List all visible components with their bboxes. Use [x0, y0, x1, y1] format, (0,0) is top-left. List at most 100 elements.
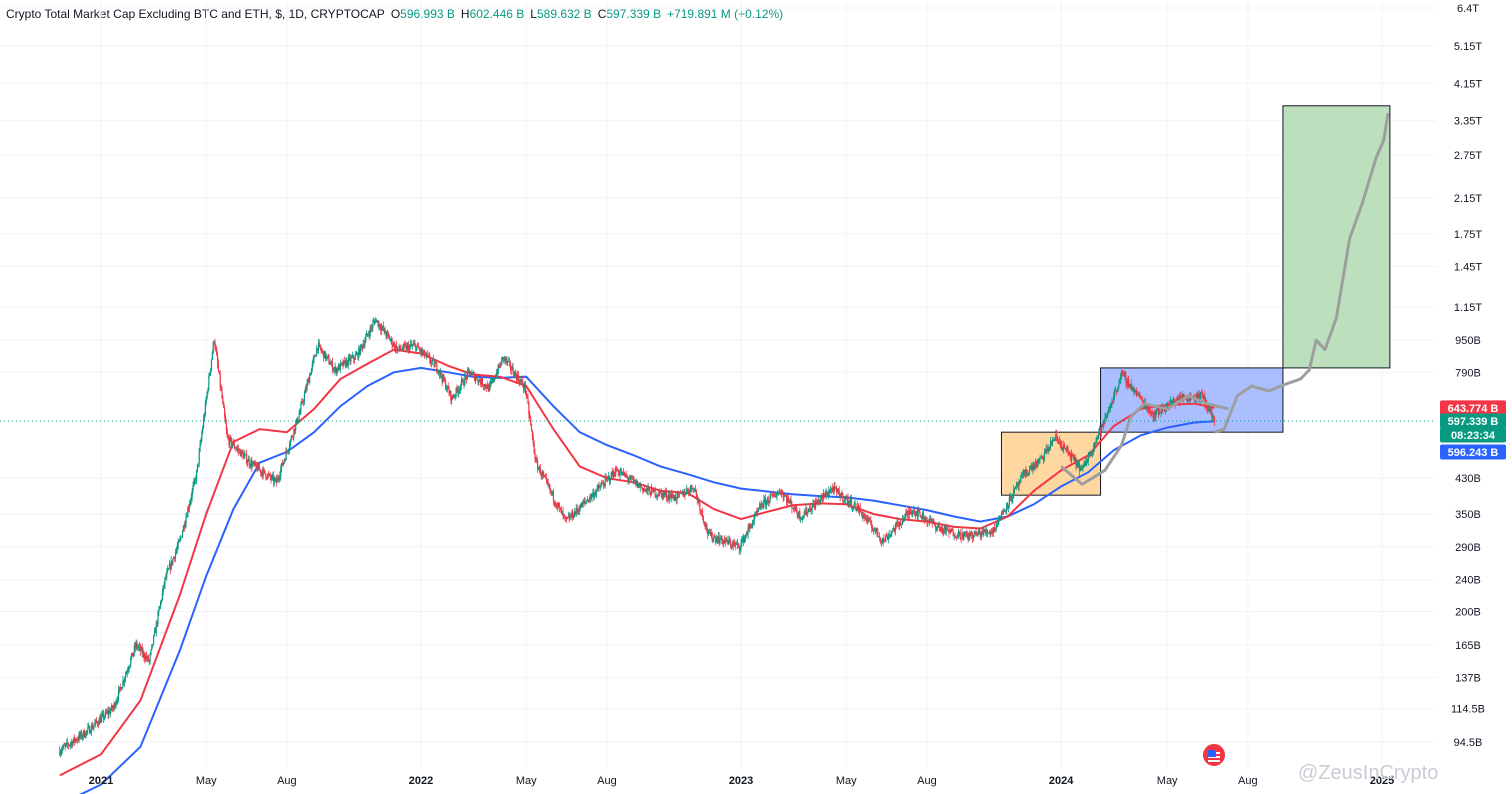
candle-body: [955, 537, 957, 538]
candle-body: [532, 436, 534, 443]
candle-body: [1158, 411, 1160, 415]
candle-body: [402, 344, 405, 349]
candle-body: [202, 427, 204, 434]
candle-body: [1005, 510, 1007, 512]
chart-grid: [0, 0, 1436, 770]
candle-body: [767, 498, 769, 503]
candle-body: [1124, 375, 1126, 377]
candle-body: [1019, 482, 1021, 484]
candle-body: [140, 647, 142, 652]
candle-body: [916, 511, 918, 517]
candle-body: [164, 577, 166, 586]
watermark-text: @ZeusInCrypto: [1298, 762, 1439, 784]
candle-body: [391, 338, 393, 346]
candle-body: [228, 438, 230, 445]
candle-body: [512, 367, 514, 374]
candle-body: [1140, 395, 1142, 399]
candle-body: [528, 403, 530, 415]
candle-body: [821, 494, 823, 497]
candle-body: [808, 508, 811, 510]
candle-body: [181, 531, 184, 538]
candle-body: [883, 538, 885, 541]
candle-body: [598, 486, 600, 488]
candle-body: [753, 515, 755, 522]
candle-body: [297, 419, 299, 423]
candle-body: [401, 349, 403, 351]
candle-body: [305, 388, 307, 390]
candle-body: [504, 356, 506, 361]
candle-body: [885, 535, 887, 542]
x-tick-label: May: [1157, 775, 1178, 787]
candle-body: [1070, 455, 1072, 461]
candle-body: [412, 344, 414, 346]
candle-body: [1083, 463, 1085, 467]
candle-body: [601, 483, 604, 485]
candle-body: [334, 367, 336, 369]
candle-body: [588, 498, 590, 502]
candle-body: [417, 345, 420, 349]
candle-body: [996, 523, 998, 525]
candle-body: [433, 359, 435, 367]
candle-body: [622, 472, 624, 476]
candle-body: [317, 343, 320, 351]
candle-body: [442, 375, 444, 382]
candle-body: [275, 478, 277, 483]
candle-body: [971, 534, 974, 539]
candle-body: [96, 720, 98, 723]
candle-body: [703, 521, 705, 525]
candle-body: [97, 724, 99, 726]
candle-body: [709, 532, 711, 536]
candle-body: [1135, 390, 1138, 396]
candle-body: [584, 500, 586, 502]
candle-body: [306, 382, 308, 390]
candle-body: [1081, 468, 1083, 470]
candle-body: [241, 450, 243, 453]
candle-body: [67, 744, 70, 746]
us-flag-icon[interactable]: [1203, 744, 1225, 766]
candle-body: [1108, 409, 1110, 411]
candle-body: [718, 536, 720, 544]
candle-body: [118, 687, 121, 690]
y-tick-label: 165B: [1455, 640, 1481, 652]
candle-body: [361, 345, 363, 349]
candle-body: [291, 436, 293, 438]
candle-body: [125, 672, 128, 675]
candle-body: [1028, 468, 1031, 474]
candle-body: [266, 477, 268, 479]
candle-body: [856, 509, 858, 511]
candle-body: [737, 543, 740, 546]
candle-body: [170, 560, 172, 570]
candle-body: [659, 491, 661, 493]
candle-body: [262, 469, 264, 476]
candle-body: [583, 500, 585, 504]
candle-body: [943, 529, 945, 534]
candle-body: [1127, 378, 1129, 386]
candle-body: [630, 476, 633, 478]
candle-body: [806, 508, 808, 514]
candle-body: [772, 493, 774, 496]
candle-body: [130, 658, 132, 665]
candle-body: [338, 364, 340, 371]
candle-body: [494, 378, 496, 381]
candle-body: [1042, 458, 1045, 460]
candle-body: [605, 477, 607, 479]
candle-body: [686, 489, 688, 494]
candle-body: [798, 511, 800, 517]
candle-body: [1088, 452, 1090, 456]
y-tick-label: 6.4T: [1457, 3, 1479, 15]
candle-body: [259, 469, 262, 473]
candle-body: [89, 726, 91, 734]
candle-body: [741, 540, 743, 543]
candle-body: [429, 356, 431, 362]
x-tick-label: 2023: [729, 775, 753, 787]
candle-body: [742, 536, 744, 541]
candle-body: [1084, 462, 1086, 464]
candle-body: [121, 687, 123, 691]
candle-body: [544, 475, 546, 477]
close-label: C: [597, 7, 607, 21]
y-tick-label: 3.35T: [1454, 116, 1482, 128]
candle-body: [385, 333, 387, 337]
candle-body: [1121, 371, 1124, 373]
candle-body: [573, 511, 576, 517]
